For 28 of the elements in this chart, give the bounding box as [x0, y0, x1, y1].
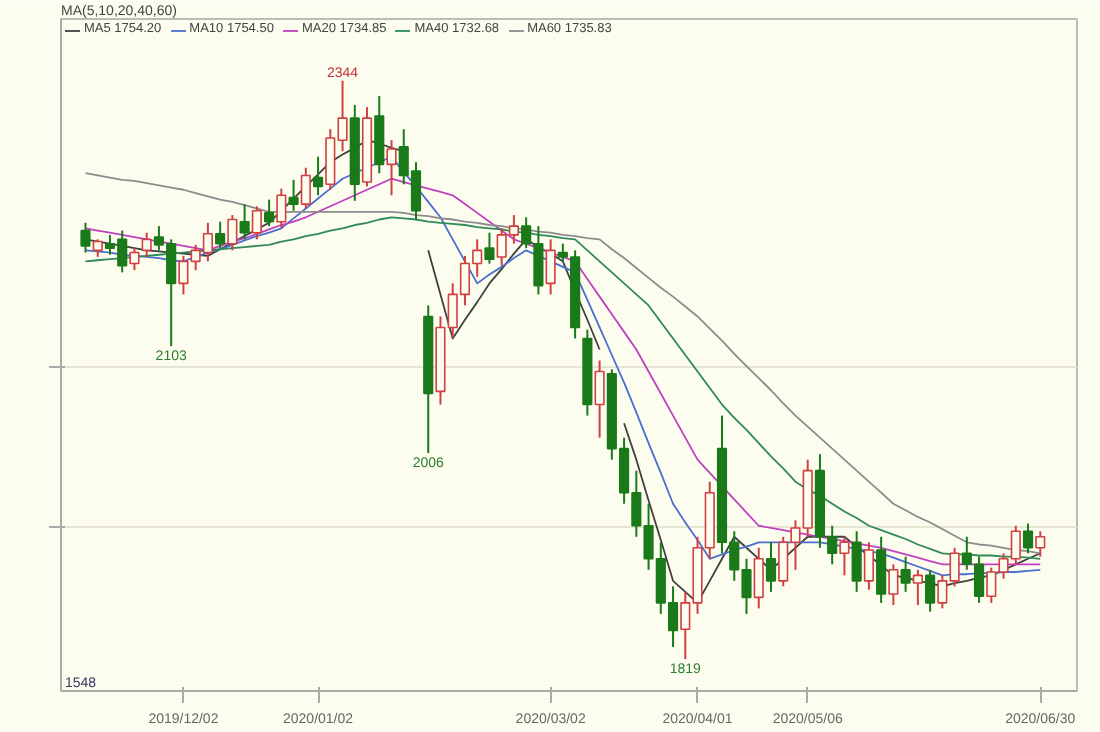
candlestick [912, 568, 923, 607]
candlestick [839, 535, 850, 577]
candlestick [851, 530, 862, 593]
candlestick [215, 220, 226, 250]
candlestick [239, 203, 250, 241]
candlestick [1022, 522, 1034, 555]
candlestick [900, 555, 911, 593]
candlestick [300, 166, 311, 210]
candlestick [386, 139, 397, 197]
candlestick [276, 187, 287, 230]
candlestick [876, 535, 887, 604]
candlestick [288, 178, 299, 212]
candlestick [227, 214, 238, 252]
candlestick [484, 231, 495, 265]
candlestick [888, 563, 899, 607]
candlestick [594, 359, 605, 439]
candlestick [312, 155, 324, 197]
candlestick [251, 205, 262, 241]
candlestick [1035, 530, 1046, 558]
candlestick [80, 221, 91, 254]
candlestick [129, 247, 140, 272]
candlestick [863, 541, 874, 591]
candlestick [141, 231, 152, 258]
candlestick [545, 238, 556, 296]
candlestick [765, 541, 777, 593]
candlestick [925, 568, 936, 613]
candlestick [753, 546, 764, 610]
candlestick [264, 198, 275, 228]
